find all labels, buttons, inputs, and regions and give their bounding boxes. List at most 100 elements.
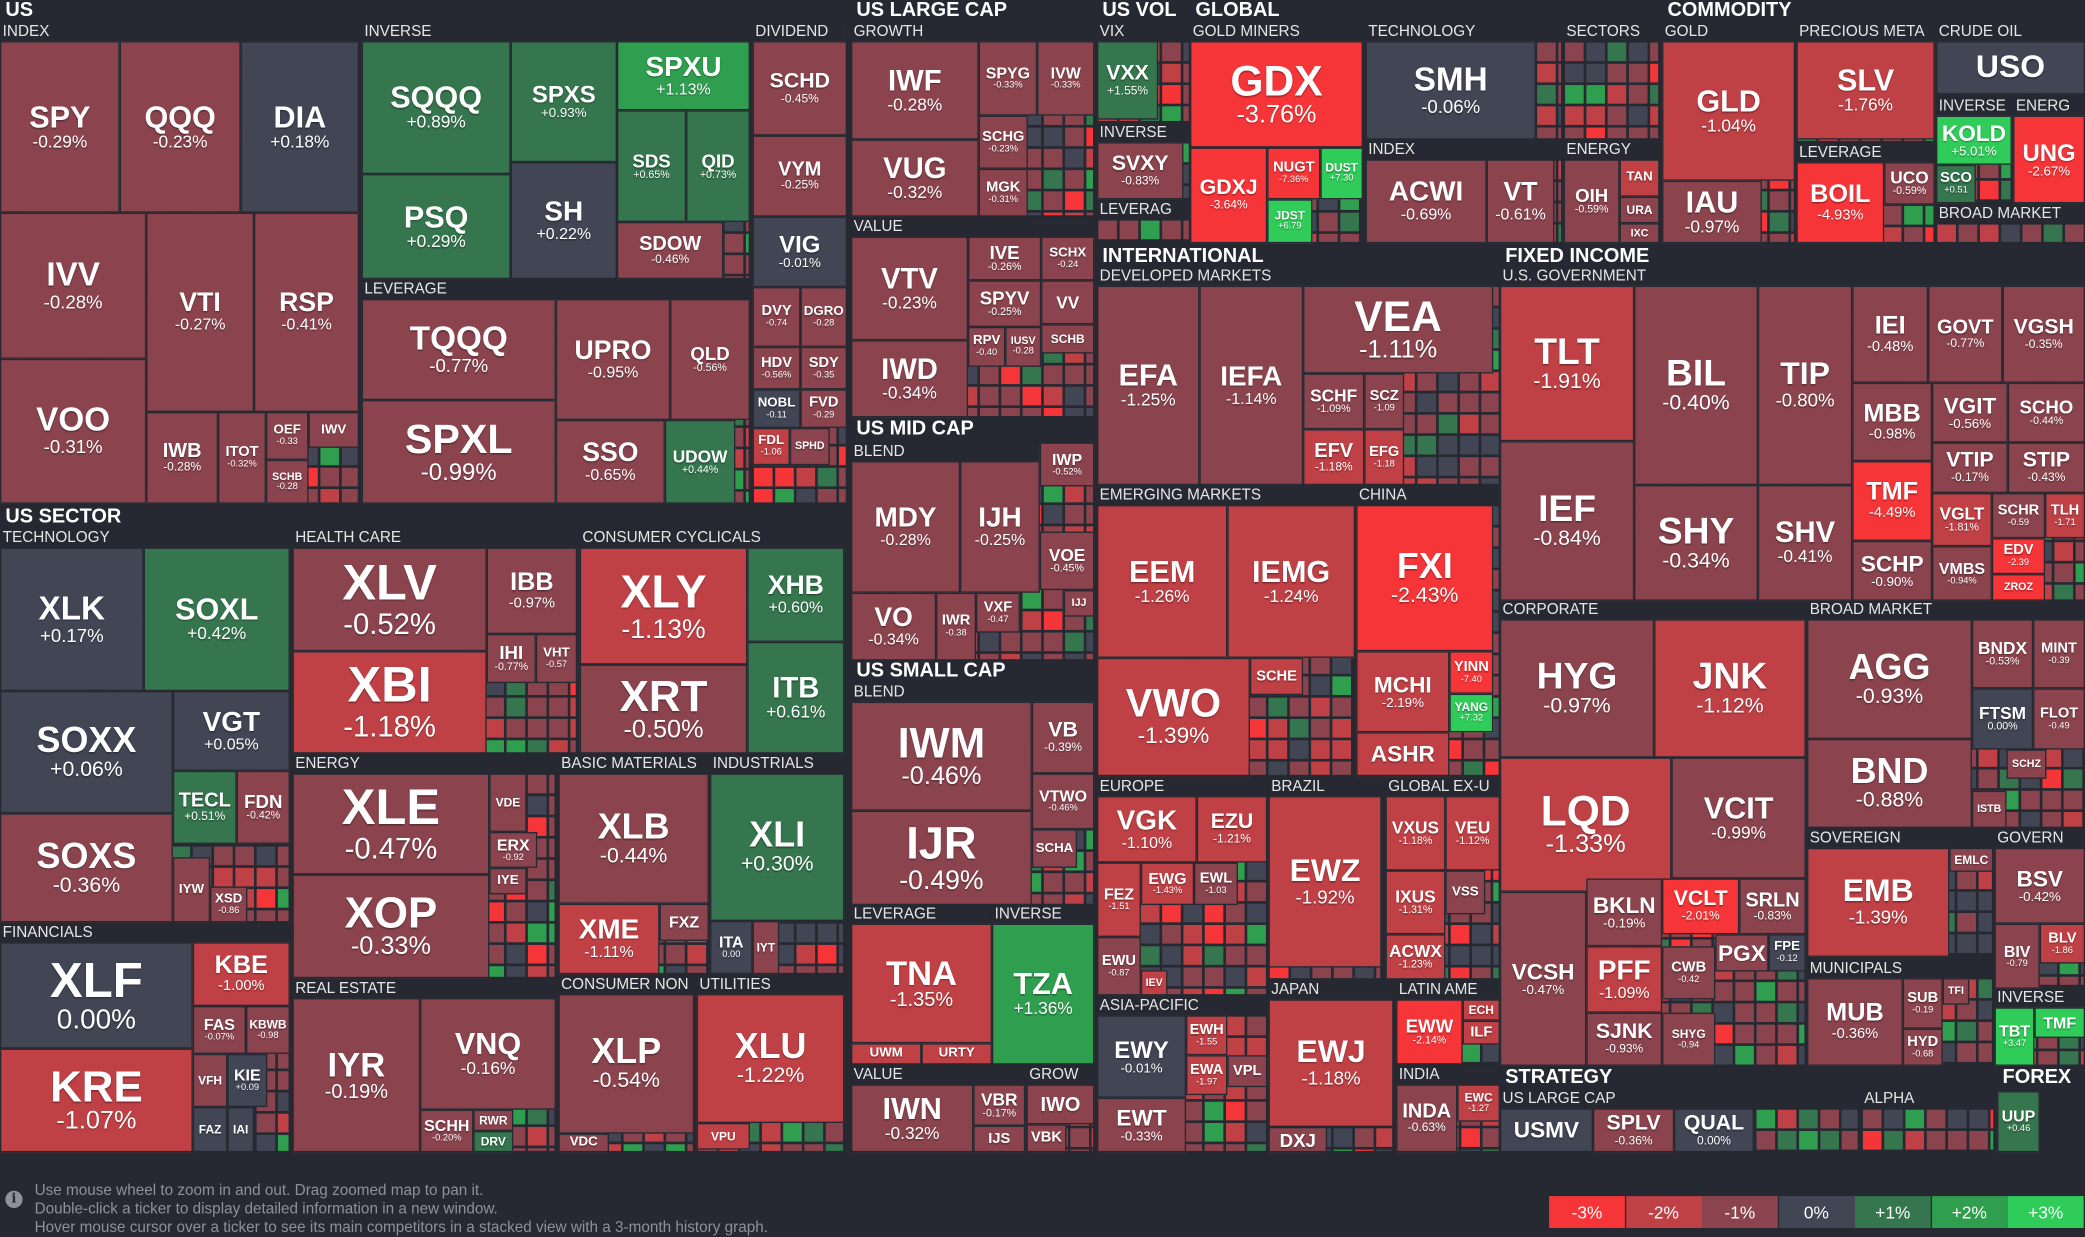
minor-ticker-cell[interactable] <box>1439 457 1458 476</box>
minor-ticker-cell[interactable] <box>818 468 837 487</box>
minor-ticker-cell[interactable] <box>1537 106 1556 125</box>
minor-ticker-cell[interactable] <box>1086 831 1093 850</box>
minor-ticker-cell[interactable] <box>1247 1038 1266 1057</box>
minor-ticker-cell[interactable] <box>1778 1025 1797 1044</box>
minor-ticker-cell[interactable] <box>257 1135 276 1151</box>
minor-ticker-cell[interactable] <box>549 839 554 858</box>
minor-ticker-cell[interactable] <box>549 945 554 964</box>
minor-ticker-cell[interactable] <box>1883 206 1902 225</box>
minor-ticker-cell[interactable] <box>1629 85 1648 104</box>
minor-ticker-cell[interactable] <box>1565 43 1584 62</box>
minor-ticker-cell[interactable] <box>746 234 749 253</box>
minor-ticker-cell[interactable] <box>1183 186 1188 198</box>
minor-ticker-cell[interactable] <box>1044 170 1063 189</box>
minor-ticker-cell[interactable] <box>1461 1128 1480 1147</box>
minor-ticker-cell[interactable] <box>1461 1043 1480 1062</box>
minor-ticker-cell[interactable] <box>528 698 547 717</box>
minor-ticker-cell[interactable] <box>1558 64 1561 83</box>
minor-ticker-cell[interactable] <box>1044 128 1063 147</box>
minor-ticker-cell[interactable] <box>775 468 794 487</box>
minor-ticker-cell[interactable] <box>507 698 526 717</box>
minor-ticker-cell[interactable] <box>549 817 554 836</box>
minor-ticker-cell[interactable] <box>1451 946 1470 965</box>
minor-ticker-cell[interactable] <box>2054 542 2073 561</box>
minor-ticker-cell[interactable] <box>775 489 794 502</box>
minor-ticker-cell[interactable] <box>1629 64 1648 83</box>
minor-ticker-cell[interactable] <box>1842 1110 1858 1129</box>
minor-ticker-cell[interactable] <box>1065 387 1084 406</box>
minor-ticker-cell[interactable] <box>1183 1144 1202 1151</box>
minor-ticker-cell[interactable] <box>1247 762 1266 775</box>
minor-ticker-cell[interactable] <box>796 468 815 487</box>
minor-ticker-cell[interactable] <box>1001 408 1020 416</box>
minor-ticker-cell[interactable] <box>214 868 233 887</box>
minor-ticker-cell[interactable] <box>1065 484 1084 503</box>
minor-ticker-cell[interactable] <box>1023 408 1042 416</box>
minor-ticker-cell[interactable] <box>1791 234 1794 242</box>
minor-ticker-cell[interactable] <box>549 1127 554 1146</box>
minor-ticker-cell[interactable] <box>278 1135 289 1151</box>
minor-ticker-cell[interactable] <box>1481 436 1498 455</box>
minor-ticker-cell[interactable] <box>1247 946 1266 965</box>
minor-ticker-cell[interactable] <box>1183 221 1188 240</box>
minor-ticker-cell[interactable] <box>528 1148 547 1151</box>
minor-ticker-cell[interactable] <box>1044 365 1063 384</box>
minor-ticker-cell[interactable] <box>1086 365 1093 384</box>
minor-ticker-cell[interactable] <box>1558 203 1561 222</box>
minor-ticker-cell[interactable] <box>1586 128 1605 139</box>
minor-ticker-cell[interactable] <box>1183 989 1202 994</box>
minor-ticker-cell[interactable] <box>1565 106 1584 125</box>
minor-ticker-cell[interactable] <box>1472 968 1491 979</box>
minor-ticker-cell[interactable] <box>1141 925 1160 944</box>
minor-ticker-cell[interactable] <box>1957 913 1976 932</box>
minor-ticker-cell[interactable] <box>1247 904 1266 923</box>
minor-ticker-cell[interactable] <box>1439 393 1458 412</box>
minor-ticker-cell[interactable] <box>1483 1150 1499 1151</box>
minor-ticker-cell[interactable] <box>1205 1102 1224 1121</box>
minor-ticker-cell[interactable] <box>528 1127 547 1146</box>
minor-ticker-cell[interactable] <box>1001 365 1020 384</box>
minor-ticker-cell[interactable] <box>549 698 568 717</box>
minor-ticker-cell[interactable] <box>1086 873 1093 892</box>
minor-ticker-cell[interactable] <box>1608 128 1627 139</box>
minor-ticker-cell[interactable] <box>1183 1102 1202 1121</box>
minor-ticker-cell[interactable] <box>1226 946 1245 965</box>
minor-ticker-cell[interactable] <box>1757 982 1776 1001</box>
minor-ticker-cell[interactable] <box>1247 1144 1266 1151</box>
minor-ticker-cell[interactable] <box>1586 85 1605 104</box>
minor-ticker-cell[interactable] <box>528 740 547 752</box>
minor-ticker-cell[interactable] <box>1460 372 1479 391</box>
minor-ticker-cell[interactable] <box>2044 225 2063 242</box>
minor-ticker-cell[interactable] <box>320 468 339 487</box>
minor-ticker-cell[interactable] <box>507 740 526 752</box>
minor-ticker-cell[interactable] <box>1086 894 1093 903</box>
minor-ticker-cell[interactable] <box>1650 85 1658 104</box>
minor-ticker-cell[interactable] <box>1558 85 1561 104</box>
minor-ticker-cell[interactable] <box>2054 563 2073 582</box>
minor-ticker-cell[interactable] <box>839 468 846 487</box>
minor-ticker-cell[interactable] <box>1290 719 1309 738</box>
minor-ticker-cell[interactable] <box>1290 698 1309 717</box>
minor-ticker-cell[interactable] <box>1332 676 1351 695</box>
minor-ticker-cell[interactable] <box>342 468 358 487</box>
minor-ticker-cell[interactable] <box>1757 1131 1776 1150</box>
minor-ticker-cell[interactable] <box>549 881 554 900</box>
minor-ticker-cell[interactable] <box>1290 740 1309 759</box>
minor-ticker-cell[interactable] <box>1291 968 1310 979</box>
minor-ticker-cell[interactable] <box>1270 968 1289 979</box>
minor-ticker-cell[interactable] <box>1247 968 1266 987</box>
minor-ticker-cell[interactable] <box>1332 698 1351 717</box>
minor-ticker-cell[interactable] <box>1558 225 1561 242</box>
minor-ticker-cell[interactable] <box>1205 989 1224 994</box>
minor-ticker-cell[interactable] <box>1044 408 1063 416</box>
minor-ticker-cell[interactable] <box>1023 611 1042 630</box>
minor-ticker-cell[interactable] <box>1791 191 1794 210</box>
minor-ticker-cell[interactable] <box>1162 221 1181 240</box>
minor-ticker-cell[interactable] <box>2001 225 2020 242</box>
minor-ticker-cell[interactable] <box>278 847 289 866</box>
minor-ticker-cell[interactable] <box>1311 762 1330 775</box>
minor-ticker-cell[interactable] <box>1417 436 1436 455</box>
minor-ticker-cell[interactable] <box>839 489 846 502</box>
minor-ticker-cell[interactable] <box>1979 934 1992 953</box>
minor-ticker-cell[interactable] <box>1650 64 1658 83</box>
